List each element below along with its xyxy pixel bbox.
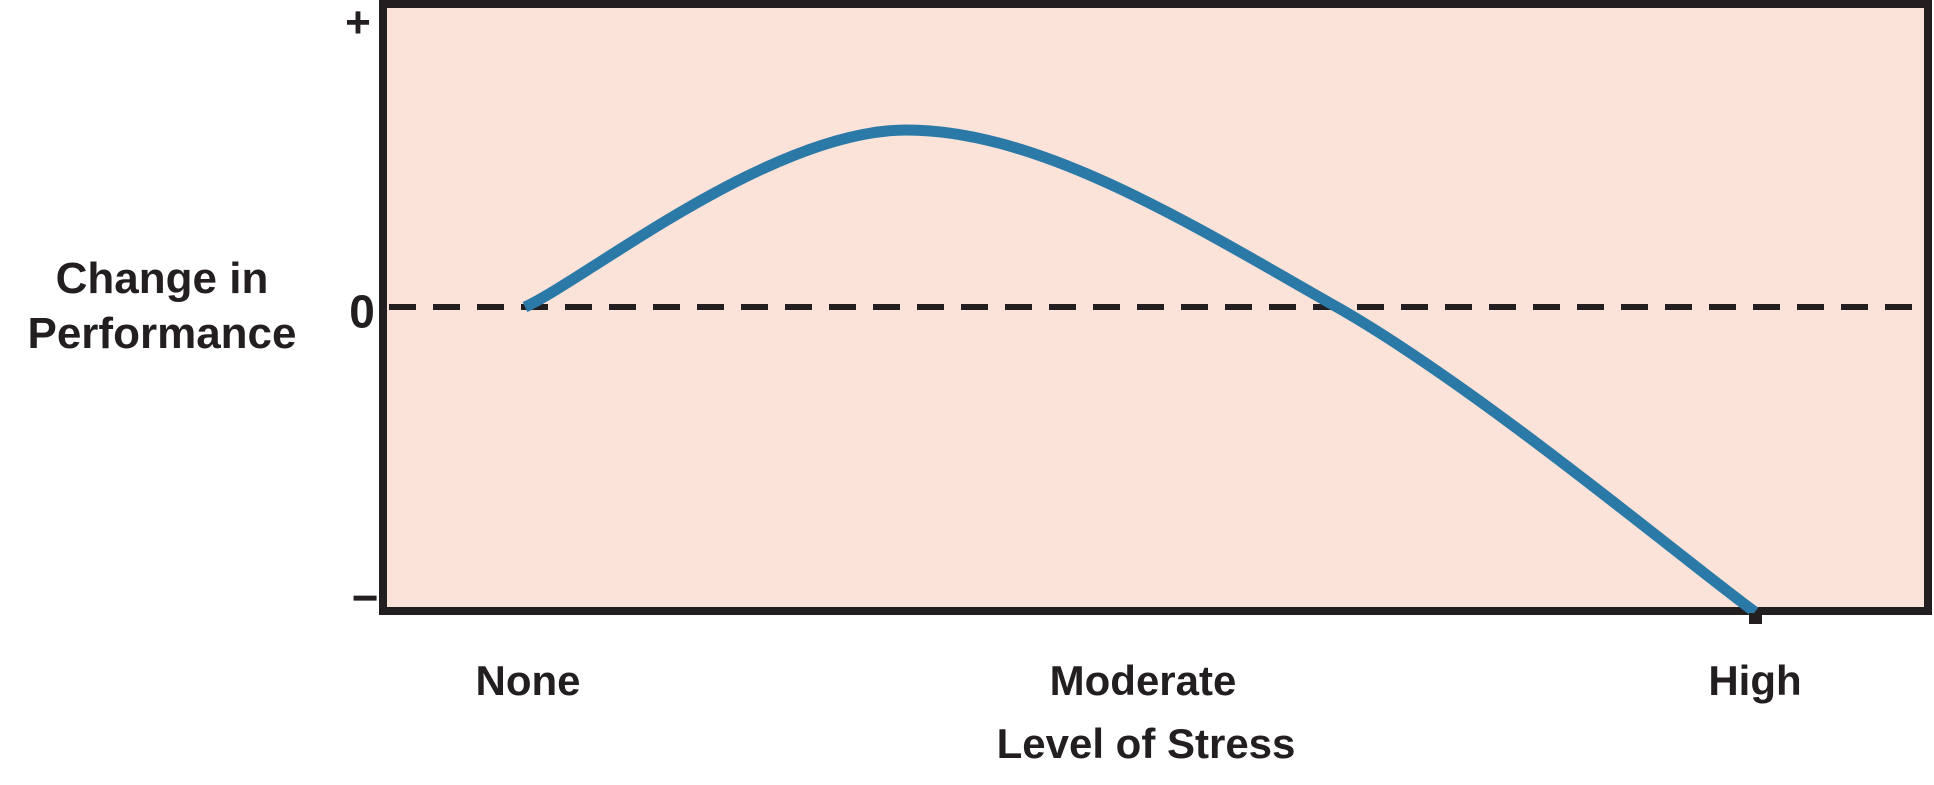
x-tick-high: High <box>1708 656 1802 704</box>
y-tick-minus: − <box>351 571 379 624</box>
x-tick-moderate: Moderate <box>1049 656 1237 704</box>
y-axis-label: Change in Performance <box>27 251 296 361</box>
y-axis-label-line1: Change in <box>55 254 269 303</box>
y-axis-label-line2: Performance <box>27 309 297 358</box>
y-tick-plus: + <box>345 0 371 47</box>
high-tick-mark <box>1749 613 1762 624</box>
x-axis-label: Level of Stress <box>996 719 1296 767</box>
y-tick-zero: 0 <box>349 285 375 338</box>
x-tick-none: None <box>475 656 581 704</box>
performance-curve <box>522 124 1759 617</box>
